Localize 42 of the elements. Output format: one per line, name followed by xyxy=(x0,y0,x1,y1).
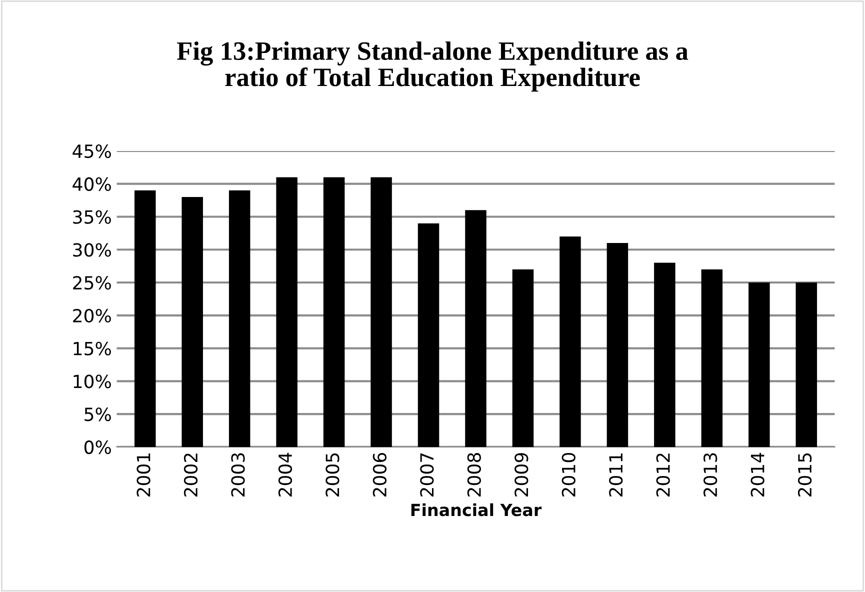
x-tick-label: 2003 xyxy=(231,453,245,496)
y-tick-label: 35% xyxy=(73,210,111,224)
y-tick-label: 25% xyxy=(73,276,111,290)
x-tick-label: 2004 xyxy=(278,452,292,496)
x-axis-title: Financial Year xyxy=(411,503,542,516)
x-tick-label: 2006 xyxy=(372,452,387,496)
y-tick-label: 5% xyxy=(84,408,111,422)
bar xyxy=(465,210,486,447)
bar xyxy=(701,269,723,447)
bar xyxy=(560,236,581,447)
bar xyxy=(276,177,298,447)
bar xyxy=(606,243,628,447)
y-tick-label: 15% xyxy=(74,342,111,356)
x-tick-label: 2015 xyxy=(798,453,812,496)
bar xyxy=(512,269,534,447)
bar xyxy=(370,177,392,447)
bar xyxy=(748,282,770,447)
x-tick-label: 2001 xyxy=(136,453,150,496)
x-tick-label: 2010 xyxy=(562,453,576,496)
bar xyxy=(654,262,676,447)
y-tick-label: 20% xyxy=(73,308,111,323)
chart-title: Fig 13:Primary Stand-alone Expenditure as a ratio of Total Education Expenditure xyxy=(176,41,688,92)
bar xyxy=(182,197,203,447)
x-tick-label: 2012 xyxy=(656,454,670,496)
y-tick-label: 40% xyxy=(72,177,111,191)
y-tick-label: 30% xyxy=(73,243,111,257)
bar xyxy=(323,177,345,447)
x-tick-label: 2005 xyxy=(326,453,340,496)
x-tick-label: 2011 xyxy=(609,453,623,496)
x-tick-label: 2007 xyxy=(420,453,434,496)
bar xyxy=(796,282,818,447)
x-tick-label: 2013 xyxy=(704,453,718,496)
y-tick-label: 10% xyxy=(74,374,111,388)
x-tick-label: 2002 xyxy=(184,454,198,496)
x-tick-label: 2014 xyxy=(750,452,764,496)
x-tick-label: 2008 xyxy=(467,453,481,496)
bar xyxy=(228,190,250,447)
y-tick-label: 0% xyxy=(84,440,111,454)
bar xyxy=(134,190,156,447)
y-tick-label: 45% xyxy=(72,144,111,158)
bar xyxy=(418,223,440,447)
x-tick-label: 2009 xyxy=(514,453,528,496)
